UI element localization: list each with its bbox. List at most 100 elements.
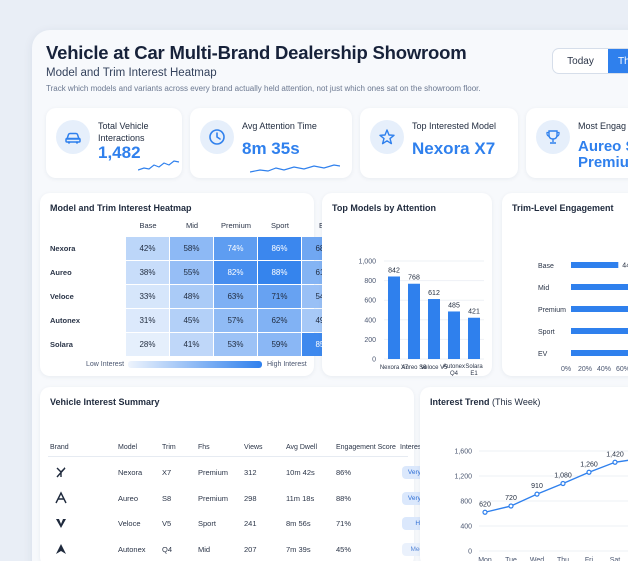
bar-value-label: 44% [622, 263, 628, 270]
heatmap-cell: 82% [214, 261, 257, 284]
bar-value-label: 842 [388, 267, 400, 274]
y-tick-label: 0 [468, 549, 472, 556]
kpi-most-engaged: Most Engag Aureo S Premiu [526, 108, 628, 178]
table-cell: V5 [162, 519, 172, 528]
y-tick-label: Premium [538, 307, 566, 314]
y-tick-label: 600 [364, 298, 376, 305]
clock-icon [200, 120, 234, 154]
trim-engagement-title: Trim-Level Engagement [512, 203, 614, 213]
interest-trend-title-suffix: (This Week) [492, 397, 541, 407]
heatmap-legend-bar [128, 361, 262, 368]
bar [428, 299, 440, 359]
table-column-header: Fhs [198, 444, 210, 451]
kpi-top-model: Top Interested Model Nexora X7 [360, 108, 518, 178]
heatmap-column-header: Base [139, 221, 157, 230]
table-cell: 8m 56s [286, 519, 311, 528]
line-point [534, 491, 540, 497]
page-title: Vehicle at Car Multi-Brand Dealership Sh… [46, 42, 467, 63]
interest-trend-title: Interest Trend (This Week) [430, 397, 540, 407]
y-tick-label: 200 [364, 337, 376, 344]
table-cell: Sport [198, 519, 216, 528]
sparkline [250, 164, 340, 173]
y-tick-label: 800 [364, 278, 376, 285]
tab-this-week[interactable]: Th [607, 49, 628, 73]
bar-value-label: 485 [448, 302, 460, 309]
heatmap-cell: 62% [258, 309, 301, 332]
x-tick-label: E1 [470, 371, 478, 376]
table-cell: 71% [336, 519, 352, 528]
tab-today[interactable]: Today [567, 55, 594, 67]
point-value-label: 1,080 [554, 473, 572, 480]
bar-value-label: 421 [468, 309, 480, 316]
table-cell: S8 [162, 493, 172, 503]
x-tick-label: Nexora X7 [380, 365, 409, 371]
point-value-label: 1,420 [606, 451, 624, 458]
x-tick-label: Fri [585, 557, 594, 561]
x-tick-label: Q4 [450, 371, 459, 376]
kpi-total-interactions: Total Vehicle Interactions 1,482 [46, 108, 182, 178]
kpi-label: Top Interested Model [412, 121, 497, 131]
point-value-label: 720 [505, 495, 517, 502]
kpi-value-line2: Premiu [578, 154, 628, 171]
x-tick-label: Sat [610, 557, 621, 561]
point-value-label: 620 [479, 501, 491, 508]
table-column-header: Brand [50, 444, 69, 451]
bar [571, 284, 628, 290]
kpi-value: Nexora X7 [412, 139, 496, 158]
line-point [612, 459, 618, 465]
kpi-value: 8m 35s [242, 139, 300, 158]
veloce-logo-icon [54, 516, 68, 530]
summary-table-card: Vehicle Interest Summary Brand Model Trim F… [40, 387, 442, 561]
table-cell: 312 [244, 468, 257, 477]
kpi-label: Total Vehicle Interactions [98, 121, 149, 143]
kpi-value: 1,482 [98, 143, 141, 162]
bar-value-label: 768 [408, 275, 420, 282]
heatmap-row-label: Solara [50, 340, 73, 349]
bar [408, 283, 420, 359]
heatmap-row-label: Nexora [50, 244, 76, 253]
top-models-chart: 0 200 400 600 800 1,000 842 Nexora X7 768 Aureo S… [358, 259, 484, 376]
heatmap-row-label: Autonex [50, 316, 80, 325]
line-point [508, 503, 514, 509]
y-tick-label: Base [538, 263, 554, 270]
summary-table-title: Vehicle Interest Summary [50, 397, 160, 407]
heatmap-cell: 53% [214, 333, 257, 356]
heatmap-cell: 59% [258, 333, 301, 356]
heatmap-cell: 57% [214, 309, 257, 332]
point-value-label: 1,260 [580, 461, 598, 468]
sparkline [138, 160, 180, 171]
heatmap-cell: 28% [126, 333, 169, 356]
trophy-icon [536, 120, 570, 154]
table-cell: X7 [162, 468, 172, 477]
heatmap-cell: 71% [258, 285, 301, 308]
table-column-header: Engagement Score [336, 444, 396, 451]
y-tick-label: 400 [460, 524, 472, 531]
star-icon [370, 120, 404, 154]
heatmap-cell: 63% [214, 285, 257, 308]
bar [571, 262, 619, 268]
dashboard-page: Vehicle at Car Multi-Brand Dealership Sh… [32, 30, 628, 561]
point-value-label: 910 [531, 483, 543, 490]
heatmap-cell: 31% [126, 309, 169, 332]
heatmap-cell: 33% [126, 285, 169, 308]
table-cell: 10m 42s [286, 468, 315, 477]
heatmap-cell: 86% [258, 237, 301, 260]
table-cell: Premium [198, 493, 229, 503]
heatmap-row-label: Aureo [50, 268, 72, 277]
table-cell: 11m 18s [286, 493, 315, 503]
line-point [560, 480, 566, 487]
heatmap-column-header: Premium [220, 221, 251, 230]
car-icon [56, 120, 90, 154]
y-tick-label: Sport [538, 329, 555, 336]
time-range-tabs: Today Th [552, 48, 628, 74]
heatmap-cell: 41% [170, 333, 213, 356]
bar [468, 317, 480, 359]
x-tick-label: 0% [561, 366, 571, 373]
kpi-avg-attention: Avg Attention Time 8m 35s [190, 108, 352, 178]
heatmap-title: Model and Trim Interest Heatmap [50, 203, 192, 213]
kpi-label: Most Engag [578, 121, 627, 131]
table-column-header: Avg Dwell [286, 444, 317, 451]
y-tick-label: 800 [460, 499, 472, 506]
line-point [482, 509, 488, 515]
table-cell: 298 [244, 493, 257, 503]
